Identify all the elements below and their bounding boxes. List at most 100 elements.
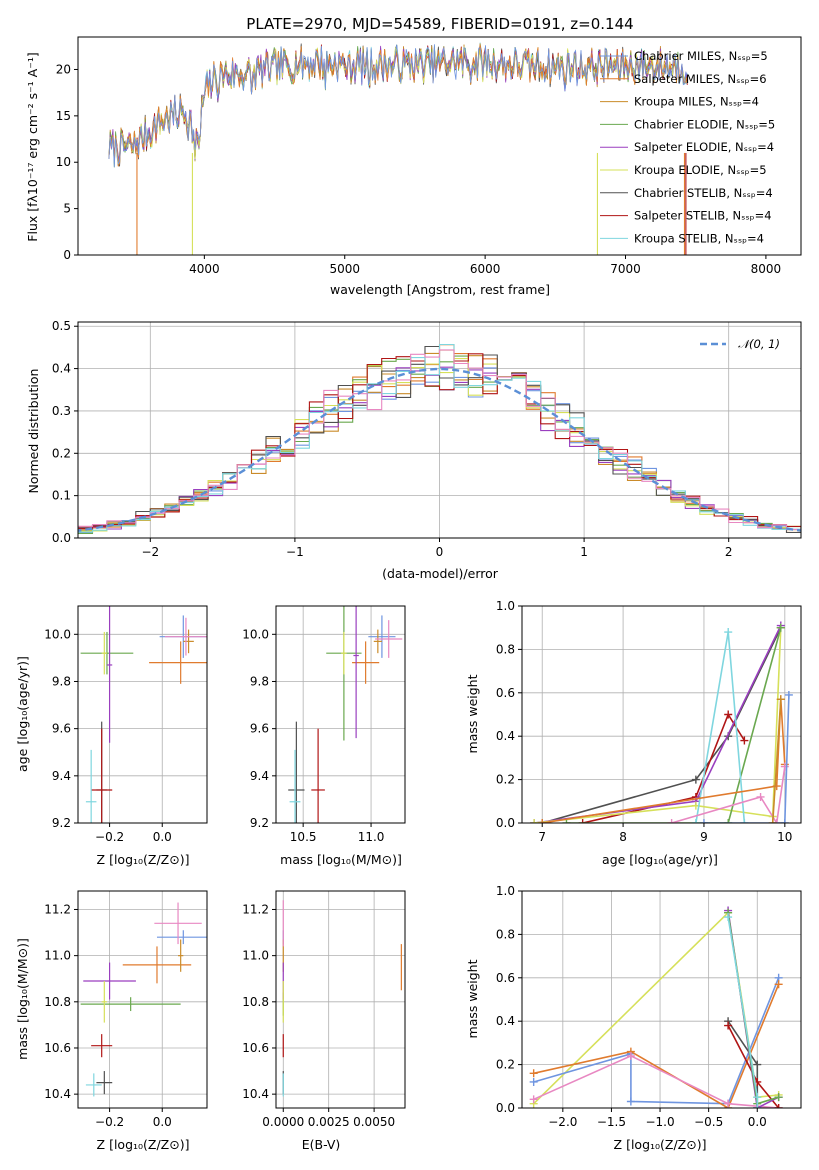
weight-vs-age-marker xyxy=(724,628,733,637)
spectrum-ytick-label: 10 xyxy=(56,155,71,169)
mass-vs-ebv-plot: 0.0000 0.0025 0.0050 10.4 10.6 10.8 11.0 11.2 xyxy=(242,890,406,1129)
weight-vs-z-marker xyxy=(753,1104,762,1108)
weight-vs-age-marker xyxy=(724,819,733,823)
weight-vs-age-marker xyxy=(772,782,781,791)
residuals-legend-label: 𝒩(0, 1) xyxy=(738,337,780,351)
weight-vs-age-marker xyxy=(530,819,539,823)
residuals-xtick-label: −1 xyxy=(286,545,304,559)
residuals-ylabel: Normed distribution xyxy=(26,369,41,494)
weight-vs-z-xtick-label: −1.0 xyxy=(645,1115,674,1129)
weight-vs-z-series-3 xyxy=(533,1055,779,1108)
age-vs-z-ytick-label: 9.8 xyxy=(52,674,71,688)
weight-vs-age-ytick-label: 0.0 xyxy=(496,816,515,830)
age-vs-z-panel: −0.2 0.09.29.49.69.810.0 Z [log₁₀(Z/Z⊙)] … xyxy=(15,605,208,867)
age-vs-mass-ytick-label: 9.8 xyxy=(250,674,269,688)
residuals-xtick-label: 0 xyxy=(436,545,444,559)
weight-vs-age-series-1 xyxy=(582,712,746,823)
weight-vs-z-xtick-label: 0.0 xyxy=(748,1115,767,1129)
residuals-plot: −2 −1 0 1 2 0.0 0.1 0.2 0.3 0.4 0.5 𝒩(0, 1) xyxy=(52,319,802,559)
weight-vs-age-series-4 xyxy=(566,627,782,823)
residuals-ytick-label: 0.4 xyxy=(52,362,71,376)
weight-vs-z-ytick-label: 0.6 xyxy=(496,971,515,985)
weight-vs-age-panel: 7 8 9 10 0.0 0.2 0.4 0.6 0.8 1.0 age [log₁₀(age/y… xyxy=(465,599,802,867)
weight-vs-age-plot: 7 8 9 10 0.0 0.2 0.4 0.6 0.8 1.0 xyxy=(496,599,802,844)
weight-vs-z-marker xyxy=(774,1093,783,1102)
weight-vs-age-marker xyxy=(667,819,676,823)
residuals-xtick-label: −2 xyxy=(141,545,159,559)
weight-vs-age-series-0 xyxy=(541,627,782,823)
age-vs-z-xtick-label: 0.0 xyxy=(153,830,172,844)
weight-vs-z-xtick-label: −1.5 xyxy=(597,1115,626,1129)
mass-vs-z-panel: −0.2 0.0 10.4 10.6 10.8 11.0 11.2 Z [log₁₀(Z/Z… xyxy=(15,890,208,1152)
mass-vs-z-frame xyxy=(77,890,208,1109)
mass-vs-z-xtick-label: 0.0 xyxy=(153,1115,172,1129)
weight-vs-age-marker xyxy=(772,819,781,823)
weight-vs-z-ytick-label: 0.8 xyxy=(496,927,515,941)
mass-vs-z-xlabel: Z [log₁₀(Z/Z⊙)] xyxy=(97,1137,190,1152)
residuals-data xyxy=(78,343,801,535)
weight-vs-z-marker xyxy=(774,980,783,989)
residuals-xtick-label: 1 xyxy=(580,545,588,559)
spectrum-data xyxy=(108,42,688,255)
age-vs-z-ytick-label: 9.6 xyxy=(52,722,71,736)
weight-vs-age-marker xyxy=(776,695,785,704)
age-vs-mass-ytick-label: 9.6 xyxy=(250,722,269,736)
residuals-ytick-label: 0.3 xyxy=(52,404,71,418)
mass-vs-ebv-data xyxy=(282,900,402,1097)
mass-vs-ebv-xtick-label: 0.0025 xyxy=(308,1115,350,1129)
weight-vs-age-ylabel: mass weight xyxy=(465,674,480,753)
age-vs-z-xlabel: Z [log₁₀(Z/Z⊙)] xyxy=(97,852,190,867)
residuals-xtick-label: 2 xyxy=(725,545,733,559)
spectrum-xtick-label: 7000 xyxy=(610,262,641,276)
weight-vs-age-marker xyxy=(578,819,587,823)
age-vs-mass-panel: 10.5 11.0 9.2 9.4 9.6 9.8 10.0 mass [log₁₀(M/M… xyxy=(242,605,406,867)
age-vs-z-plot: −0.2 0.0 9.2 9.4 9.6 9.8 10.0 xyxy=(44,605,208,844)
mass-vs-z-data xyxy=(80,902,207,1097)
age-vs-mass-plot: 10.5 11.0 9.2 9.4 9.6 9.8 10.0 xyxy=(242,605,406,844)
weight-vs-age-marker xyxy=(740,736,749,745)
residuals-panel: −2 −1 0 1 2 0.0 0.1 0.2 0.3 0.4 0.5 𝒩(0, 1) (data-m… xyxy=(26,319,802,581)
age-vs-mass-xlabel: mass [log₁₀(M/M⊙)] xyxy=(280,852,402,867)
weight-vs-z-marker xyxy=(626,1051,635,1060)
spectrum-xtick-label: 4000 xyxy=(189,262,220,276)
residuals-ytick-label: 0.1 xyxy=(52,489,71,503)
spectrum-legend-label: Kroupa ELODIE, Nₛₛₚ=5 xyxy=(634,163,767,177)
mass-vs-z-ylabel: mass [log₁₀(M/M⊙)] xyxy=(15,938,30,1060)
weight-vs-age-series-7 xyxy=(671,766,786,823)
weight-vs-z-marker xyxy=(724,1021,733,1030)
weight-vs-z-marker xyxy=(529,1069,538,1078)
weight-vs-age-marker xyxy=(691,819,700,823)
weight-vs-age-ytick-label: 0.6 xyxy=(496,686,515,700)
age-vs-z-data xyxy=(80,606,207,823)
weight-vs-age-frame xyxy=(521,605,802,824)
weight-vs-z-ytick-label: 0.0 xyxy=(496,1101,515,1115)
weight-vs-z-marker xyxy=(529,1077,538,1086)
spectrum-frame xyxy=(77,36,802,256)
age-vs-mass-frame xyxy=(275,605,406,824)
weight-vs-age-series-6 xyxy=(542,699,786,823)
weight-vs-age-marker xyxy=(538,819,547,823)
age-vs-z-ytick-label: 10.0 xyxy=(44,627,71,641)
weight-vs-age-marker xyxy=(562,819,571,823)
spectrum-xtick-label: 5000 xyxy=(329,262,360,276)
mass-vs-z-plot: −0.2 0.0 10.4 10.6 10.8 11.0 11.2 xyxy=(44,890,208,1129)
spectrum-legend-label: Salpeter ELODIE, Nₛₛₚ=4 xyxy=(634,140,774,154)
weight-vs-z-marker xyxy=(753,1060,762,1069)
weight-vs-age-marker xyxy=(724,710,733,719)
spectrum-legend-label: Kroupa STELIB, Nₛₛₚ=4 xyxy=(634,231,764,245)
weight-vs-age-ytick-label: 0.4 xyxy=(496,729,515,743)
weight-vs-z-plot: −2.0 −1.5 −1.0 −0.5 0.0 0.0 0.2 0.4 0.6 0.8 1.0 xyxy=(496,884,802,1129)
weight-vs-age-series-3 xyxy=(534,627,782,823)
weight-vs-age-ytick-label: 0.2 xyxy=(496,773,515,787)
figure-title: PLATE=2970, MJD=54589, FIBERID=0191, z=0… xyxy=(246,15,633,33)
age-vs-mass-data xyxy=(288,606,403,823)
weight-vs-age-marker xyxy=(740,819,749,823)
weight-vs-age-marker xyxy=(780,819,789,823)
spectrum-legend-label: Chabrier MILES, Nₛₛₚ=5 xyxy=(634,49,768,63)
spectrum-legend-label: Chabrier ELODIE, Nₛₛₚ=5 xyxy=(634,117,775,131)
mass-vs-z-xtick-label: −0.2 xyxy=(95,1115,124,1129)
mass-vs-ebv-xlabel: E(B-V) xyxy=(302,1137,341,1152)
spectrum-ytick-label: 0 xyxy=(63,248,71,262)
mass-vs-ebv-xtick-label: 0.0000 xyxy=(262,1115,304,1129)
